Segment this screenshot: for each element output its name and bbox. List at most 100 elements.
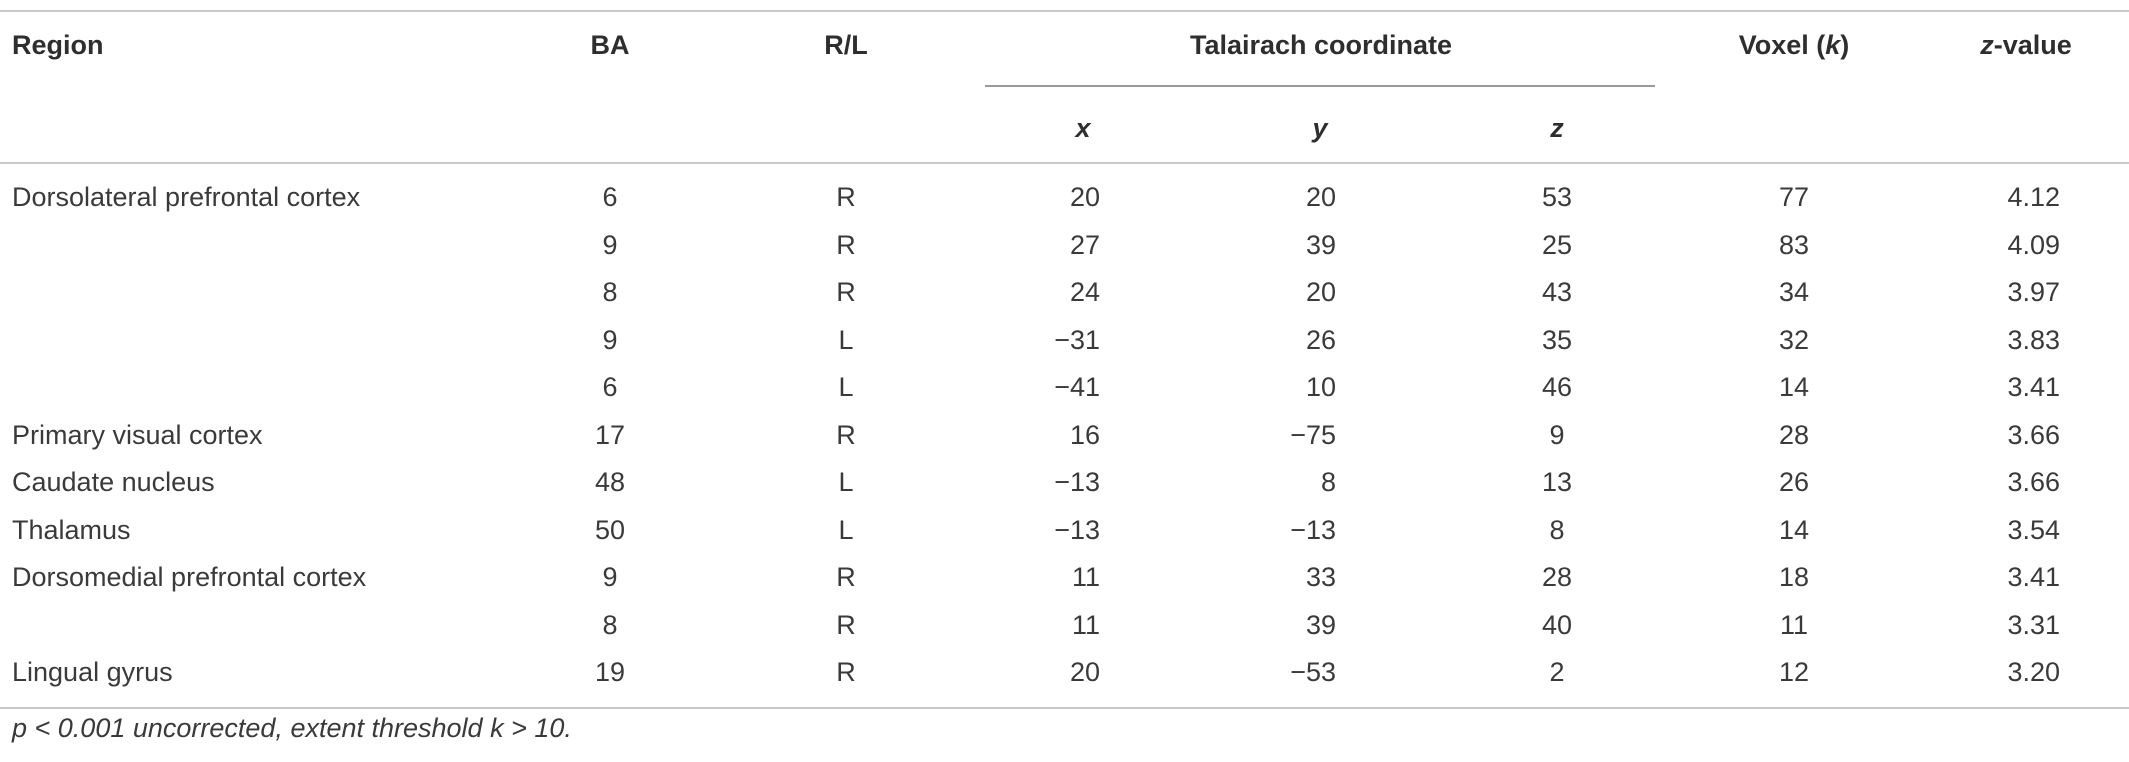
header-talairach: Talairach coordinate — [1189, 30, 1453, 60]
table-footnote: p < 0.001 uncorrected, extent threshold … — [12, 713, 572, 743]
cell-region: Primary visual cortex — [12, 419, 263, 450]
cell-zval: 3.66 — [2007, 419, 2060, 450]
cell-y: 39 — [1305, 229, 1336, 260]
cell-y: 26 — [1305, 324, 1336, 355]
cell-rl: L — [838, 372, 854, 402]
cell-ba: 50 — [594, 514, 626, 545]
header-zvalue-z: z — [1980, 30, 1994, 60]
cell-y: 20 — [1305, 277, 1336, 307]
cell-z: 13 — [1541, 467, 1573, 497]
cell-x: 20 — [1069, 657, 1100, 687]
cell-y: 39 — [1305, 609, 1336, 640]
cell-zval: 4.09 — [2007, 229, 2060, 260]
cell-ba: 8 — [602, 609, 618, 640]
cell-region: Dorsomedial prefrontal cortex — [12, 562, 367, 592]
cell-ba: 17 — [594, 419, 626, 450]
cell-rl: R — [836, 277, 856, 307]
cell-ba: 8 — [602, 277, 618, 307]
cell-x: 27 — [1069, 229, 1100, 260]
header-zvalue-rest: -value — [1993, 30, 2072, 60]
cell-z: 40 — [1541, 609, 1573, 640]
cell-ba: 9 — [602, 324, 618, 355]
table-header-rule — [0, 162, 2129, 164]
cell-zval: 3.41 — [2007, 372, 2060, 402]
cell-zval: 3.83 — [2007, 324, 2060, 355]
cell-zval: 3.41 — [2007, 562, 2060, 592]
cell-rl: R — [836, 229, 856, 260]
cell-x: −13 — [1054, 467, 1100, 497]
cell-x: −13 — [1054, 514, 1100, 545]
cell-rl: R — [836, 609, 856, 640]
cell-z: 35 — [1541, 324, 1573, 355]
cell-voxel: 18 — [1778, 562, 1810, 592]
cell-region: Caudate nucleus — [12, 467, 215, 497]
cell-zval: 4.12 — [2007, 182, 2060, 212]
cell-x: 20 — [1069, 182, 1100, 212]
cell-rl: R — [836, 657, 856, 687]
table-bottom-rule — [0, 707, 2129, 709]
cell-ba: 6 — [602, 372, 618, 402]
cell-zval: 3.54 — [2007, 514, 2060, 545]
cell-voxel: 26 — [1778, 467, 1810, 497]
cell-x: −31 — [1054, 324, 1100, 355]
cell-z: 9 — [1549, 419, 1565, 450]
header-x: x — [1075, 113, 1091, 143]
header-z: z — [1550, 113, 1564, 143]
cell-z: 8 — [1549, 514, 1565, 545]
cell-rl: R — [836, 182, 856, 212]
header-zvalue: z-value — [1980, 28, 2072, 62]
cell-voxel: 32 — [1778, 324, 1810, 355]
cell-y: −13 — [1290, 514, 1336, 545]
cell-rl: R — [836, 419, 856, 450]
cell-voxel: 14 — [1778, 514, 1810, 545]
cell-voxel: 14 — [1778, 372, 1810, 402]
talairach-subrule — [985, 85, 1655, 87]
header-y: y — [1312, 113, 1328, 143]
cell-region: Dorsolateral prefrontal cortex — [12, 182, 361, 212]
header-rl: R/L — [824, 30, 868, 60]
cell-y: 20 — [1305, 182, 1336, 212]
cell-ba: 6 — [602, 182, 618, 212]
cell-x: 24 — [1069, 277, 1100, 307]
cell-z: 2 — [1549, 657, 1565, 687]
cell-z: 28 — [1541, 562, 1573, 592]
cell-rl: L — [838, 467, 854, 497]
cell-z: 25 — [1541, 229, 1573, 260]
cell-x: 11 — [1071, 562, 1100, 592]
cell-y: 8 — [1320, 467, 1336, 497]
cell-y: −53 — [1290, 657, 1336, 687]
header-voxel: Voxel (k) — [1739, 28, 1850, 62]
cell-y: 33 — [1305, 562, 1336, 592]
header-voxel-prefix: Voxel ( — [1738, 30, 1826, 60]
cell-x: 11 — [1071, 609, 1100, 640]
cell-region: Thalamus — [12, 514, 131, 545]
cell-zval: 3.20 — [2007, 657, 2060, 687]
header-voxel-suffix: ) — [1840, 30, 1850, 60]
cell-voxel: 77 — [1778, 182, 1810, 212]
cell-zval: 3.66 — [2007, 467, 2060, 497]
cell-x: 16 — [1069, 419, 1100, 450]
cell-y: −75 — [1290, 419, 1336, 450]
cell-rl: L — [838, 324, 854, 355]
cell-y: 10 — [1305, 372, 1336, 402]
cell-zval: 3.97 — [2007, 277, 2060, 307]
cell-ba: 19 — [594, 657, 626, 687]
cell-z: 53 — [1541, 182, 1573, 212]
cell-ba: 48 — [594, 467, 626, 497]
table-top-rule — [0, 10, 2129, 12]
cell-x: −41 — [1054, 372, 1100, 402]
header-region: Region — [12, 30, 104, 60]
cell-voxel: 12 — [1778, 657, 1810, 687]
cell-voxel: 28 — [1778, 419, 1810, 450]
cell-z: 43 — [1541, 277, 1573, 307]
cell-region: Lingual gyrus — [12, 657, 173, 687]
header-voxel-k: k — [1825, 30, 1841, 60]
cell-voxel: 34 — [1778, 277, 1810, 307]
cell-zval: 3.31 — [2007, 609, 2060, 640]
cell-voxel: 83 — [1778, 229, 1810, 260]
cell-ba: 9 — [602, 562, 618, 592]
cell-voxel: 11 — [1779, 609, 1809, 640]
cell-ba: 9 — [602, 229, 618, 260]
cell-rl: R — [836, 562, 856, 592]
header-ba: BA — [590, 30, 630, 60]
